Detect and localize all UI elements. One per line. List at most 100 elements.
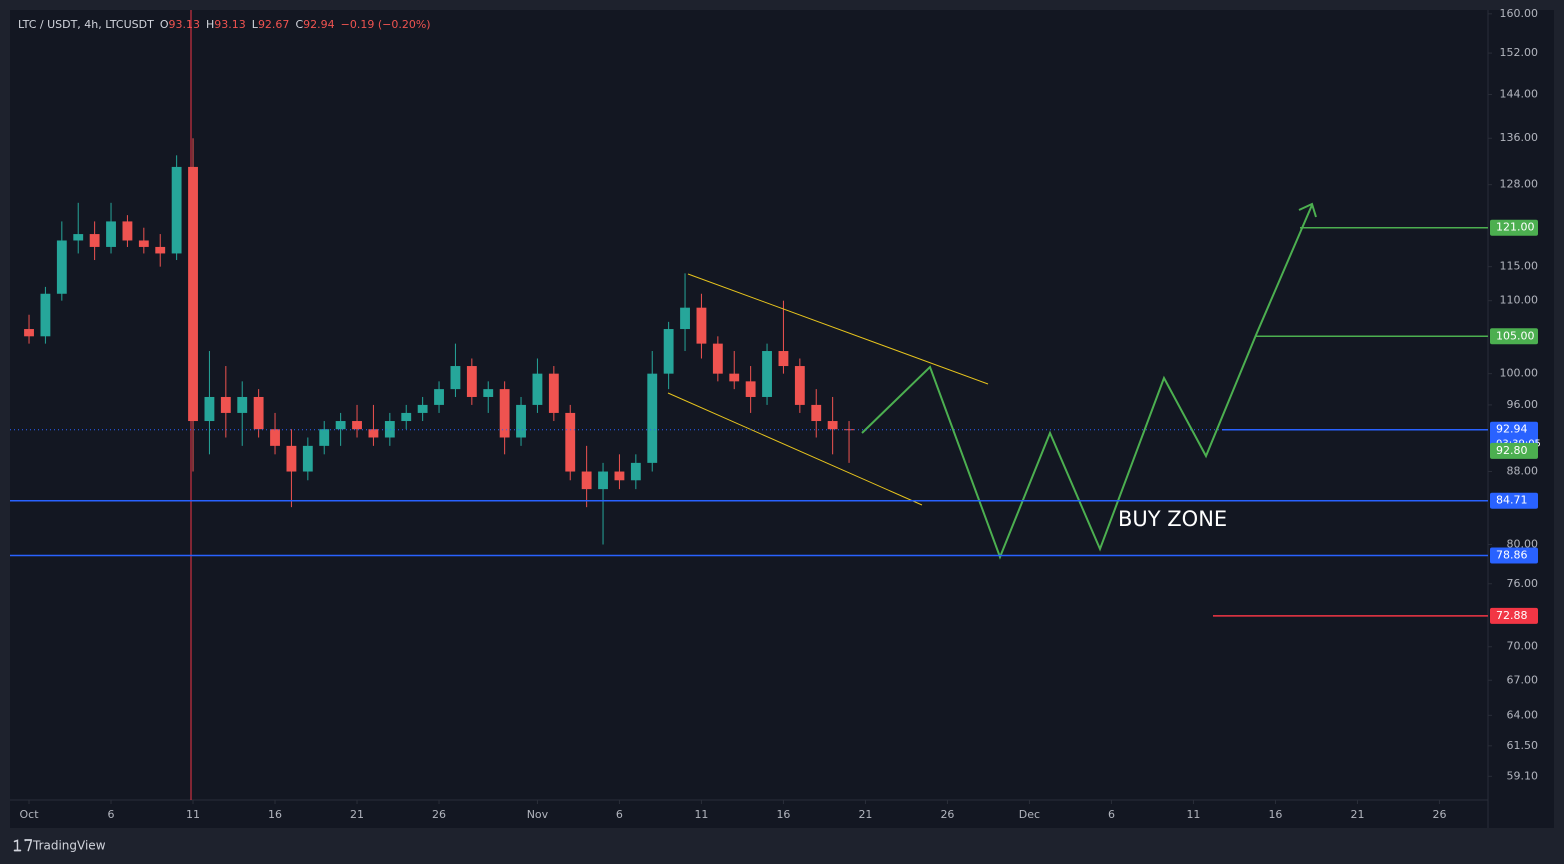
projection-arrow (1298, 202, 1317, 218)
x-tick-label: 21 (1350, 808, 1364, 821)
header-text: O (160, 18, 169, 31)
level-label: 92.80 (1496, 444, 1528, 457)
x-tick-label: 21 (350, 808, 364, 821)
candle-body (220, 396, 231, 413)
candle-body (614, 471, 625, 481)
brand-logo: 𝟷𝟽 (12, 836, 34, 856)
level-label-box (1490, 442, 1538, 459)
y-tick-label: 70.00 (1507, 640, 1539, 653)
candle-body (171, 166, 182, 254)
level-label-box (1490, 607, 1538, 624)
candle-body (794, 366, 805, 405)
x-tick-label: 6 (1108, 808, 1115, 821)
candle-body (270, 429, 280, 446)
candle-body (188, 166, 198, 422)
x-tick-label: 16 (268, 808, 282, 821)
candle-body (630, 462, 641, 481)
header-text: 92.67 (258, 18, 290, 31)
trendline (667, 392, 923, 506)
header-text: 92.94 (303, 18, 335, 31)
y-tick-label: 59.10 (1507, 769, 1539, 782)
x-tick-label: 26 (1432, 808, 1446, 821)
plot (24, 138, 854, 545)
candle-body (204, 396, 215, 422)
candle-body (401, 412, 412, 422)
y-tick-label: 88.00 (1507, 465, 1539, 478)
y-tick-label: 110.00 (1500, 294, 1539, 307)
candle-body (335, 421, 346, 430)
candle-body (565, 412, 576, 472)
candle-body (548, 373, 559, 413)
candle-body (647, 373, 658, 463)
level-label: 121.00 (1496, 221, 1535, 234)
x-tick-label: 21 (858, 808, 872, 821)
candle-body (106, 221, 116, 247)
candle-body (24, 329, 34, 337)
candle-body (450, 366, 461, 390)
candle-body (286, 445, 297, 472)
x-tick-label: 6 (108, 808, 115, 821)
candle-body (56, 240, 67, 294)
trendline (687, 273, 989, 385)
level-label-box (1490, 219, 1538, 236)
y-tick-label: 61.50 (1507, 739, 1539, 752)
candle-body (680, 307, 690, 330)
candle-body (696, 307, 707, 344)
candle-body (811, 404, 822, 422)
level-label: 84.71 (1496, 494, 1528, 507)
level-label-box (1490, 547, 1538, 564)
y-tick-label: 96.00 (1507, 398, 1539, 411)
y-tick-label: 152.00 (1500, 46, 1539, 59)
candle-body (434, 389, 444, 405)
candle-body (729, 373, 740, 382)
candle-body (466, 366, 477, 397)
chart-area (10, 10, 1554, 828)
candle-body (827, 421, 838, 430)
level-label-box (1490, 492, 1538, 509)
y-tick-label: 136.00 (1500, 131, 1539, 144)
candle-body (138, 240, 149, 247)
candle-body (302, 445, 313, 472)
level-label-box (1490, 328, 1538, 345)
candle-body (483, 389, 494, 397)
candle-body (237, 396, 248, 413)
candle-body (253, 396, 264, 430)
annotation: BUY ZONE (1118, 507, 1227, 531)
candle-body (384, 421, 395, 438)
y-tick-label: 76.00 (1507, 577, 1539, 590)
brand: TradingView (32, 839, 106, 853)
level-label: 78.86 (1496, 548, 1528, 561)
y-tick-label: 128.00 (1500, 178, 1539, 191)
header: LTC / USDT, 4h, LTCUSDT O93.13 H93.13 L92.6… (18, 18, 431, 31)
candle-body (762, 351, 772, 397)
candle-body (598, 471, 608, 490)
header-text: H (206, 18, 214, 31)
x-tick-label: 26 (432, 808, 446, 821)
y-tick-label: 64.00 (1507, 708, 1539, 721)
candle-body (844, 429, 854, 431)
x-tick-label: 16 (1268, 808, 1282, 821)
candle-body (745, 381, 756, 397)
header-text: C (295, 18, 303, 31)
header-text: LTC / USDT, 4h, LTCUSDT (18, 18, 154, 31)
candle-body (663, 329, 674, 374)
x-tick-label: Nov (527, 808, 549, 821)
x-tick-label: 16 (776, 808, 790, 821)
candle-body (516, 404, 526, 438)
candle-body (122, 221, 133, 241)
y-tick-label: 144.00 (1500, 87, 1539, 100)
y-tick-label: 160.00 (1500, 7, 1539, 20)
x-tick-label: 11 (1186, 808, 1200, 821)
candle-body (581, 471, 592, 490)
candle-body (532, 373, 543, 405)
y-tick-label: 67.00 (1507, 673, 1539, 686)
candle-body (155, 246, 166, 254)
candle-body (499, 389, 510, 438)
level-label: 92.94 (1496, 423, 1528, 436)
x-tick-label: 11 (186, 808, 200, 821)
x-tick-label: 26 (940, 808, 954, 821)
candle-body (89, 234, 100, 247)
header-text: 93.13 (169, 18, 201, 31)
